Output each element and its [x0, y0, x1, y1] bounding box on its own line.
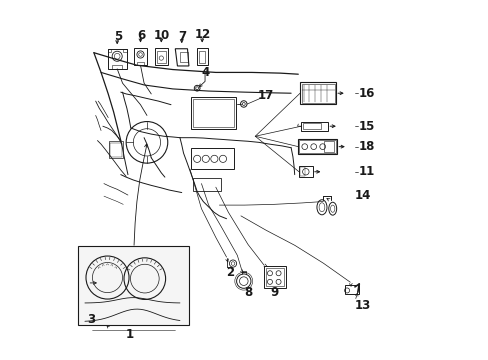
Bar — [265, 267, 284, 286]
Bar — [301, 122, 327, 131]
Text: 12: 12 — [194, 28, 211, 41]
Bar — [301, 84, 334, 103]
Bar — [179, 51, 188, 62]
Text: 13: 13 — [354, 299, 370, 312]
Bar — [109, 141, 123, 158]
Bar — [300, 82, 335, 104]
Bar — [264, 266, 285, 288]
Text: 1: 1 — [125, 328, 134, 341]
Bar — [112, 65, 122, 69]
Bar — [199, 50, 204, 63]
Text: 4: 4 — [201, 66, 209, 79]
Text: 9: 9 — [270, 287, 279, 300]
Bar — [190, 97, 235, 129]
Bar — [303, 123, 320, 129]
Text: 2: 2 — [225, 266, 234, 279]
Bar — [137, 62, 144, 65]
Text: 15: 15 — [358, 120, 374, 133]
Bar — [108, 49, 126, 69]
Bar — [108, 49, 111, 51]
Bar — [298, 139, 336, 154]
Bar — [299, 167, 305, 176]
Text: 17: 17 — [257, 89, 274, 102]
Bar — [190, 148, 233, 169]
Text: 8: 8 — [244, 287, 252, 300]
Text: 16: 16 — [358, 87, 374, 100]
Bar — [110, 143, 122, 157]
Text: 3: 3 — [87, 313, 95, 327]
Bar — [299, 140, 335, 153]
Bar — [196, 48, 207, 65]
Bar — [192, 99, 233, 127]
Text: 18: 18 — [358, 140, 374, 153]
Bar — [298, 166, 312, 177]
Bar — [78, 246, 188, 325]
Bar — [122, 49, 126, 51]
Bar — [192, 178, 221, 192]
Text: 11: 11 — [358, 165, 374, 178]
Text: 7: 7 — [178, 30, 186, 43]
Text: 14: 14 — [354, 189, 370, 202]
Text: 5: 5 — [114, 30, 122, 43]
Text: 10: 10 — [154, 29, 170, 42]
Bar — [344, 285, 358, 294]
Bar — [157, 50, 165, 63]
Bar — [155, 48, 167, 65]
Bar — [134, 48, 147, 65]
Text: 6: 6 — [137, 29, 145, 42]
Bar — [324, 141, 333, 152]
